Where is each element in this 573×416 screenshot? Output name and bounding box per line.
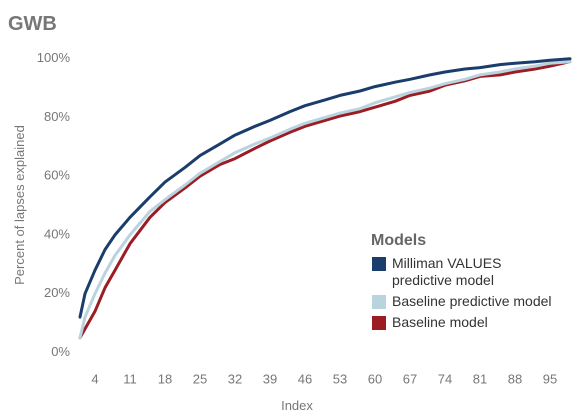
x-tick-label: 25: [193, 371, 207, 386]
chart-title: GWB: [8, 13, 57, 35]
x-tick-label: 53: [333, 371, 347, 386]
x-tick-label: 11: [123, 371, 137, 386]
y-tick-label: 60%: [44, 168, 70, 183]
x-tick-label: 67: [403, 371, 417, 386]
x-tick-label: 46: [298, 371, 312, 386]
x-tick-label: 18: [158, 371, 172, 386]
x-tick-label: 95: [543, 371, 557, 386]
y-tick-label: 100%: [37, 50, 71, 65]
y-tick-label: 80%: [44, 109, 70, 124]
x-tick-label: 88: [508, 371, 522, 386]
y-tick-label: 40%: [44, 226, 70, 241]
legend-swatch: [372, 257, 386, 271]
legend-label: Milliman VALUES predictive model: [392, 255, 502, 288]
y-tick-label: 0%: [51, 344, 70, 359]
line-series: [78, 57, 572, 319]
x-tick-label: 39: [263, 371, 277, 386]
x-tick-label: 81: [473, 371, 487, 386]
x-tick-label: 4: [91, 371, 98, 386]
legend: Models Milliman VALUES predictive model B…: [371, 232, 571, 335]
line-series: [78, 60, 572, 340]
x-tick-label: 32: [228, 371, 242, 386]
x-tick-label: 60: [368, 371, 382, 386]
y-axis-label: Percent of lapses explained: [12, 125, 27, 285]
legend-item: Baseline model: [371, 314, 571, 331]
y-tick-label: 20%: [44, 285, 70, 300]
legend-item: Baseline predictive model: [371, 293, 571, 310]
legend-swatch: [372, 295, 386, 309]
legend-item: Milliman VALUES predictive model: [371, 255, 571, 289]
legend-title: Models: [371, 232, 427, 249]
legend-swatch: [372, 316, 386, 330]
legend-label: Baseline predictive model: [392, 293, 552, 309]
x-axis-label: Index: [281, 398, 313, 413]
x-tick-label: 74: [438, 371, 452, 386]
legend-label: Baseline model: [392, 314, 488, 330]
